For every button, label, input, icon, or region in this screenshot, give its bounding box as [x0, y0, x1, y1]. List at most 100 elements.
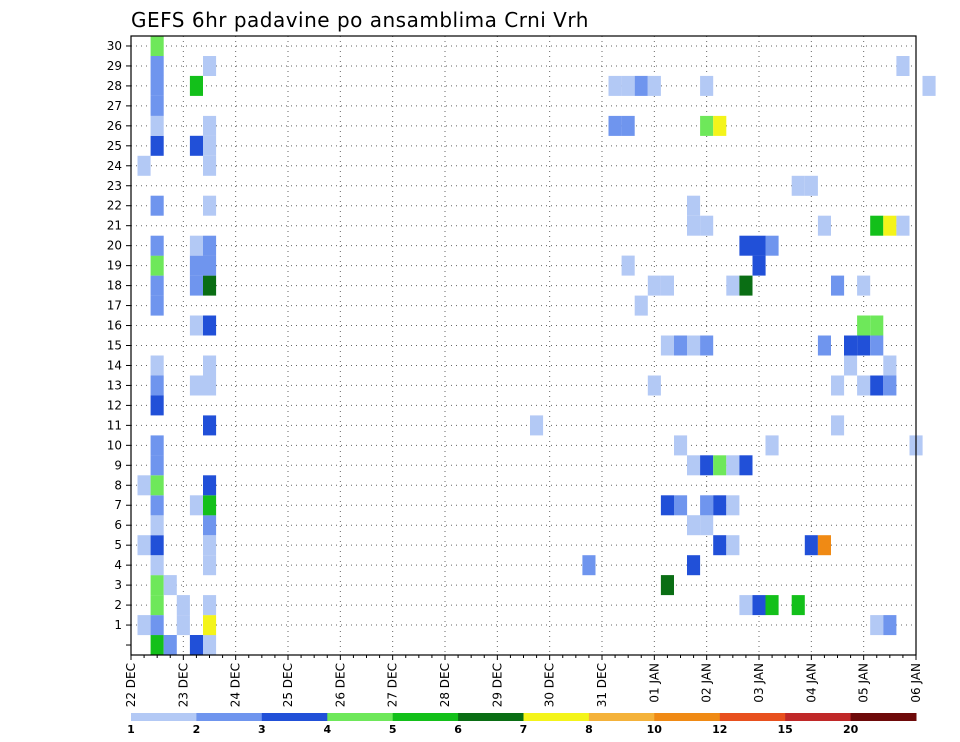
precip-cell: [804, 175, 818, 196]
x-tick-label: 26 DEC: [333, 663, 347, 707]
colorbar-swatch: [523, 713, 590, 721]
colorbar-label: 15: [778, 723, 793, 736]
precip-cell: [713, 495, 727, 516]
precip-cell: [150, 75, 164, 96]
precip-cell: [137, 475, 151, 496]
precip-cell: [660, 335, 674, 356]
precip-cell: [700, 215, 714, 236]
y-tick-label: 11: [107, 418, 122, 432]
precip-cell: [896, 215, 910, 236]
precip-cell: [687, 195, 701, 216]
x-tick-label: 04 JAN: [804, 663, 818, 703]
precip-cell: [189, 275, 203, 296]
precip-cell: [765, 595, 779, 616]
precip-cell: [150, 295, 164, 316]
precip-cell: [189, 315, 203, 336]
x-tick-label: 05 JAN: [857, 663, 871, 703]
y-tick-label: 15: [107, 339, 122, 353]
precip-cell: [817, 335, 831, 356]
precip-cell: [739, 455, 753, 476]
data-cells: [137, 36, 936, 655]
precip-cell: [150, 435, 164, 456]
precip-cell: [817, 535, 831, 556]
precip-cell: [726, 275, 740, 296]
precip-cell: [791, 595, 805, 616]
precip-cell: [137, 535, 151, 556]
y-tick-label: 24: [107, 159, 122, 173]
precip-cell: [660, 575, 674, 596]
y-tick-label: 10: [107, 438, 122, 452]
precip-cell: [163, 635, 177, 655]
precip-cell: [674, 435, 688, 456]
precip-cell: [700, 515, 714, 536]
x-tick-label: 02 JAN: [700, 663, 714, 703]
y-tick-label: 28: [107, 79, 122, 93]
x-tick-label: 25 DEC: [281, 663, 295, 707]
precip-cell: [150, 275, 164, 296]
precip-cell: [831, 415, 845, 436]
precip-cell: [621, 115, 635, 136]
precip-cell: [608, 75, 622, 96]
precip-cell: [752, 595, 766, 616]
chart-title: GEFS 6hr padavine po ansamblima Crni Vrh: [131, 8, 589, 32]
precip-cell: [883, 615, 897, 636]
x-tick-label: 28 DEC: [438, 663, 452, 707]
precip-cell: [922, 75, 936, 96]
precip-cell: [150, 455, 164, 476]
precip-cell: [150, 475, 164, 496]
y-tick-label: 9: [114, 458, 122, 472]
precip-cell: [831, 375, 845, 396]
precip-cell: [739, 235, 753, 256]
colorbar-swatch: [785, 713, 852, 721]
precip-cell: [870, 315, 884, 336]
precip-cell: [660, 495, 674, 516]
precip-cell: [203, 155, 217, 176]
precip-cell: [203, 355, 217, 376]
precip-cell: [150, 115, 164, 136]
precip-cell: [857, 375, 871, 396]
precip-cell: [687, 215, 701, 236]
precip-cell: [203, 615, 217, 636]
precip-cell: [726, 535, 740, 556]
y-tick-label: 26: [107, 119, 122, 133]
y-tick-label: 17: [107, 299, 122, 313]
precip-cell: [203, 135, 217, 156]
y-tick-label: 27: [107, 99, 122, 113]
precip-cell: [700, 75, 714, 96]
y-tick-label: 21: [107, 219, 122, 233]
precip-cell: [765, 235, 779, 256]
precip-cell: [176, 595, 190, 616]
precip-cell: [687, 335, 701, 356]
precip-cell: [189, 495, 203, 516]
precip-cell: [739, 275, 753, 296]
x-tick-label: 31 DEC: [595, 663, 609, 707]
precip-cell: [870, 375, 884, 396]
precip-cell: [189, 75, 203, 96]
precip-cell: [831, 275, 845, 296]
precip-cell: [765, 435, 779, 456]
colorbar-swatch: [327, 713, 394, 721]
y-tick-label: 5: [114, 538, 122, 552]
precip-cell: [726, 455, 740, 476]
precip-cell: [883, 375, 897, 396]
precip-cell: [647, 75, 661, 96]
colorbar-swatch: [719, 713, 786, 721]
precip-cell: [687, 515, 701, 536]
precip-cell: [176, 615, 190, 636]
precip-cell: [203, 255, 217, 276]
precip-cell: [150, 95, 164, 116]
colorbar-label: 7: [520, 723, 528, 736]
x-tick-label: 30 DEC: [543, 663, 557, 707]
precip-cell: [752, 235, 766, 256]
precip-cell: [203, 275, 217, 296]
colorbar-label: 5: [389, 723, 397, 736]
precip-cell: [189, 255, 203, 276]
precip-cell: [870, 335, 884, 356]
precip-cell: [150, 375, 164, 396]
precip-cell: [582, 555, 596, 576]
y-tick-label: 22: [107, 199, 122, 213]
precip-cell: [621, 255, 635, 276]
colorbar-label: 1: [127, 723, 135, 736]
y-tick-label: 2: [114, 598, 122, 612]
